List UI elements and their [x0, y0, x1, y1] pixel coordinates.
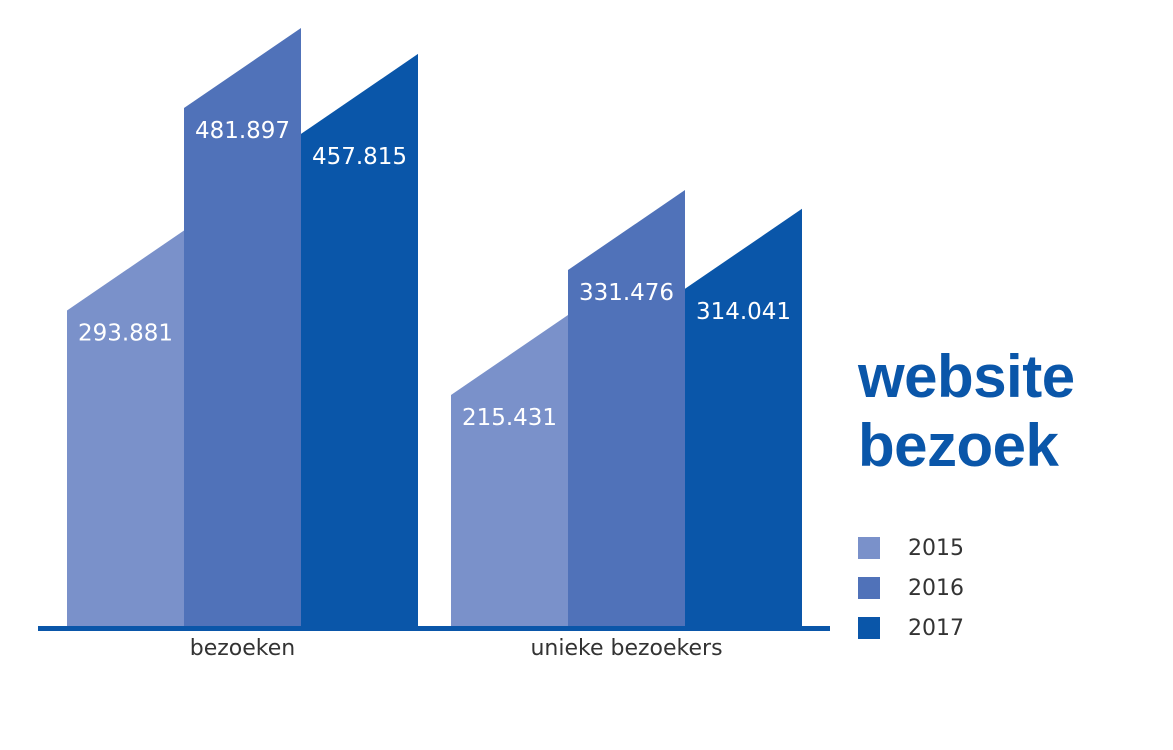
- chart-title-line-1: website: [858, 343, 1075, 410]
- data-label-2016-bezoeken: 481.897: [195, 118, 290, 144]
- bar-2015-bezoeken: [67, 230, 184, 627]
- legend-swatch-2015: [858, 537, 880, 559]
- category-label-bezoeken: bezoeken: [190, 636, 295, 661]
- legend-item-2015: 2015: [858, 528, 964, 568]
- legend-label-2015: 2015: [908, 535, 964, 561]
- bar-2016-bezoeken: [184, 28, 301, 627]
- legend-item-2016: 2016: [858, 568, 964, 608]
- data-label-2016-unieke-bezoekers: 331.476: [579, 280, 674, 306]
- legend: 2015 2016 2017: [858, 528, 964, 648]
- legend-swatch-2017: [858, 617, 880, 639]
- x-axis-baseline: [38, 626, 830, 631]
- chart-title: website bezoek: [858, 342, 1075, 480]
- category-label-unieke-bezoekers: unieke bezoekers: [530, 636, 722, 661]
- legend-label-2017: 2017: [908, 615, 964, 641]
- category-labels: bezoeken unieke bezoekers: [190, 636, 723, 661]
- legend-item-2017: 2017: [858, 608, 964, 648]
- legend-swatch-2016: [858, 577, 880, 599]
- bar-2016-unieke-bezoekers: [568, 190, 685, 628]
- data-label-2015-bezoeken: 293.881: [78, 320, 173, 346]
- data-label-2017-bezoeken: 457.815: [312, 144, 407, 170]
- chart-title-line-2: bezoek: [858, 412, 1059, 479]
- legend-label-2016: 2016: [908, 575, 964, 601]
- bar-2015-unieke-bezoekers: [451, 314, 568, 627]
- bars-layer: 293.881 481.897 457.815 215.431 331.476 314.0…: [67, 28, 802, 628]
- data-label-2017-unieke-bezoekers: 314.041: [696, 299, 791, 325]
- bar-2017-unieke-bezoekers: [685, 208, 802, 627]
- bar-2017-bezoeken: [301, 53, 418, 628]
- data-label-2015-unieke-bezoekers: 215.431: [462, 405, 557, 431]
